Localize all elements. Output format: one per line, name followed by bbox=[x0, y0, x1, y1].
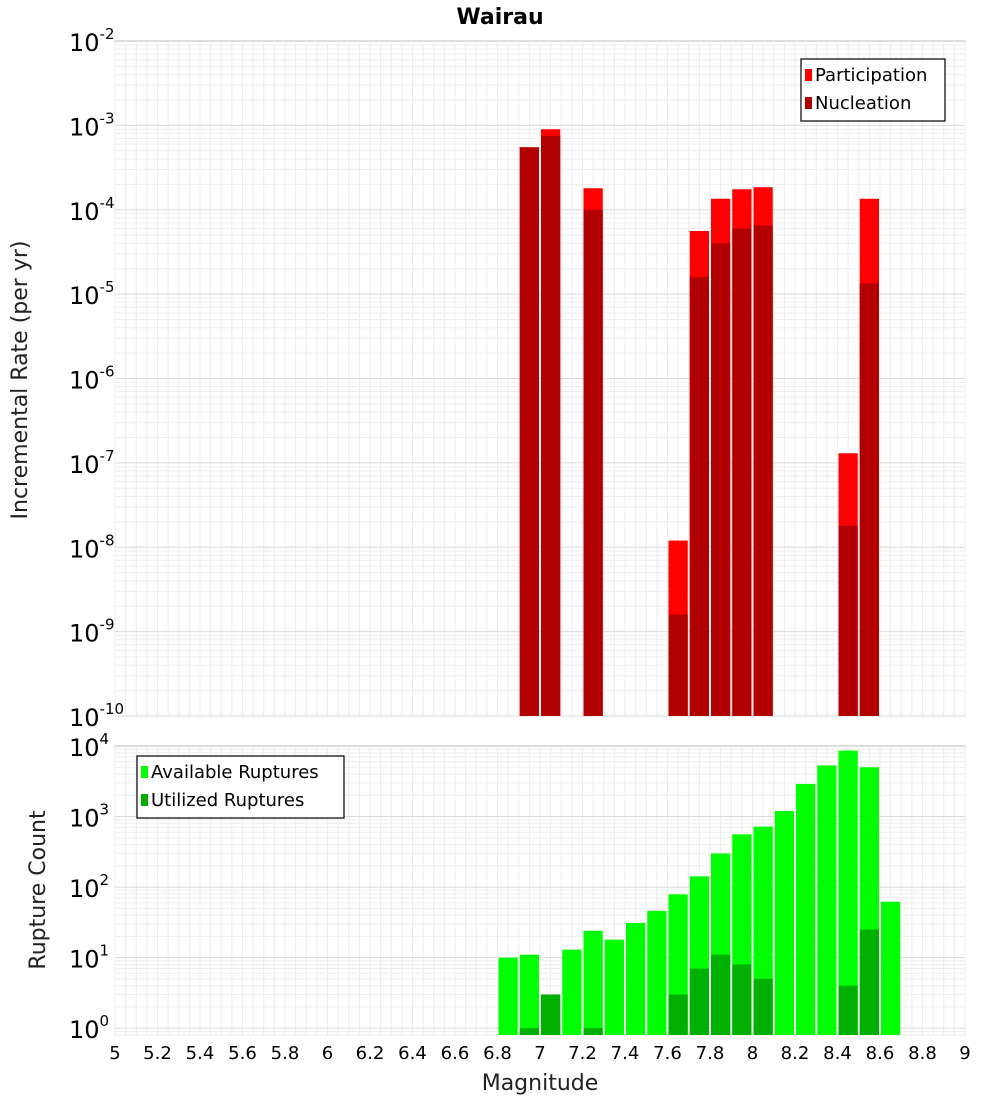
rate-bar-nucleation bbox=[838, 525, 858, 716]
rate-bar-nucleation bbox=[753, 225, 773, 716]
count-bar-available-ruptures bbox=[583, 930, 603, 1035]
count-bar-utilized-ruptures bbox=[668, 994, 688, 1035]
count-bar-available-ruptures bbox=[647, 910, 667, 1035]
rate-bar-nucleation bbox=[711, 243, 731, 717]
x-tick-label: 8.2 bbox=[781, 1043, 810, 1064]
x-tick-label: 9 bbox=[959, 1043, 970, 1064]
count-bar-utilized-ruptures bbox=[838, 985, 858, 1035]
count-bar-utilized-ruptures bbox=[732, 964, 752, 1035]
count-bar-available-ruptures bbox=[817, 765, 837, 1035]
x-tick-label: 7.6 bbox=[653, 1043, 682, 1064]
x-tick-label: 5.4 bbox=[186, 1043, 215, 1064]
x-tick-label: 8 bbox=[747, 1043, 758, 1064]
x-tick-label: 7 bbox=[534, 1043, 545, 1064]
count-bar-available-ruptures bbox=[796, 783, 816, 1035]
count-bar-available-ruptures bbox=[498, 957, 518, 1035]
count-bar-utilized-ruptures bbox=[689, 968, 709, 1035]
y-tick-label: 10-4 bbox=[69, 194, 115, 226]
count-bar-available-ruptures bbox=[604, 939, 624, 1035]
rate-bar-nucleation bbox=[732, 228, 752, 716]
rate-bar-nucleation bbox=[583, 209, 603, 716]
y-tick-label: 103 bbox=[69, 801, 109, 833]
rate-bar-nucleation bbox=[859, 283, 879, 716]
y-tick-label: 10-6 bbox=[69, 363, 115, 395]
count-bar-utilized-ruptures bbox=[711, 954, 731, 1035]
x-tick-label: 6 bbox=[322, 1043, 333, 1064]
y-tick-label: 10-8 bbox=[69, 531, 115, 563]
y-tick-label: 10-2 bbox=[69, 25, 115, 57]
count-bar-available-ruptures bbox=[562, 949, 582, 1035]
rate-bar-nucleation bbox=[668, 614, 688, 716]
x-tick-label: 7.8 bbox=[696, 1043, 725, 1064]
rate-bar-nucleation bbox=[519, 147, 539, 717]
x-tick-label: 6.6 bbox=[441, 1043, 470, 1064]
x-axis-label: Magnitude bbox=[482, 1071, 599, 1096]
x-tick-label: 5.6 bbox=[228, 1043, 257, 1064]
rate-plot-bars bbox=[519, 129, 879, 717]
legend-label: Nucleation bbox=[815, 93, 911, 114]
count-plot: 104 103 102 101 100 5 5.2 5.4 5.6 5.8 6 6.2 6.4 6.6 6… bbox=[26, 730, 971, 1096]
x-tick-label: 5.2 bbox=[143, 1043, 172, 1064]
count-bar-available-ruptures bbox=[774, 810, 794, 1035]
count-bar-available-ruptures bbox=[626, 922, 646, 1035]
count-bar-utilized-ruptures bbox=[519, 1028, 539, 1035]
count-plot-bars bbox=[498, 750, 901, 1035]
count-bar-available-ruptures bbox=[881, 901, 901, 1035]
count-bar-utilized-ruptures bbox=[583, 1028, 603, 1035]
legend-label: Available Ruptures bbox=[151, 762, 319, 783]
rate-bar-nucleation bbox=[541, 135, 561, 717]
count-plot-y-axis-label: Rupture Count bbox=[26, 810, 51, 970]
x-tick-label: 7.2 bbox=[568, 1043, 597, 1064]
count-plot-legend: Available Ruptures Utilized Ruptures bbox=[136, 755, 345, 819]
x-tick-label: 6.8 bbox=[483, 1043, 512, 1064]
x-tick-label: 7.4 bbox=[611, 1043, 640, 1064]
y-tick-label: 100 bbox=[69, 1012, 109, 1044]
y-tick-label: 10-9 bbox=[69, 616, 115, 648]
x-tick-label: 6.2 bbox=[356, 1043, 385, 1064]
y-tick-label: 101 bbox=[69, 942, 109, 974]
legend-swatch bbox=[805, 69, 812, 81]
rate-plot-grid bbox=[114, 41, 966, 717]
count-bar-utilized-ruptures bbox=[859, 929, 879, 1035]
rate-plot: 10-2 10-3 10-4 10-5 10-6 10-7 10-8 10-9 10-10 In… bbox=[8, 25, 966, 732]
legend-swatch bbox=[141, 794, 148, 806]
count-bar-available-ruptures bbox=[519, 954, 539, 1035]
count-bar-utilized-ruptures bbox=[753, 978, 773, 1035]
x-tick-label: 8.6 bbox=[866, 1043, 895, 1064]
rate-plot-y-ticks: 10-2 10-3 10-4 10-5 10-6 10-7 10-8 10-9 10-10 bbox=[69, 25, 124, 732]
y-tick-label: 104 bbox=[69, 730, 109, 762]
count-bar-utilized-ruptures bbox=[541, 994, 561, 1035]
y-tick-label: 10-5 bbox=[69, 278, 115, 310]
legend-label: Utilized Ruptures bbox=[151, 790, 304, 811]
x-tick-label: 8.8 bbox=[908, 1043, 937, 1064]
count-plot-y-ticks: 104 103 102 101 100 bbox=[69, 730, 109, 1044]
x-tick-label: 5.8 bbox=[271, 1043, 300, 1064]
legend-swatch bbox=[141, 766, 148, 778]
legend-label: Participation bbox=[815, 65, 927, 86]
x-tick-label: 5 bbox=[109, 1043, 120, 1064]
rate-plot-legend: Participation Nucleation bbox=[800, 58, 946, 122]
y-tick-label: 10-7 bbox=[69, 447, 115, 479]
x-tick-label: 8.4 bbox=[823, 1043, 852, 1064]
y-tick-label: 10-3 bbox=[69, 109, 115, 141]
x-tick-label: 6.4 bbox=[398, 1043, 427, 1064]
count-plot-x-ticks: 5 5.2 5.4 5.6 5.8 6 6.2 6.4 6.6 6.8 7 7.2 7.4 7.6 7.8 8… bbox=[109, 1043, 970, 1064]
legend-box bbox=[136, 755, 345, 819]
count-bar-available-ruptures bbox=[838, 750, 858, 1035]
y-tick-label: 102 bbox=[69, 871, 109, 903]
chart-title: Wairau bbox=[456, 5, 543, 30]
legend-swatch bbox=[805, 97, 812, 109]
legend-box bbox=[800, 58, 946, 122]
rate-bar-nucleation bbox=[689, 276, 709, 716]
rate-plot-y-axis-label: Incremental Rate (per yr) bbox=[8, 241, 33, 520]
y-tick-label: 10-10 bbox=[69, 700, 124, 732]
